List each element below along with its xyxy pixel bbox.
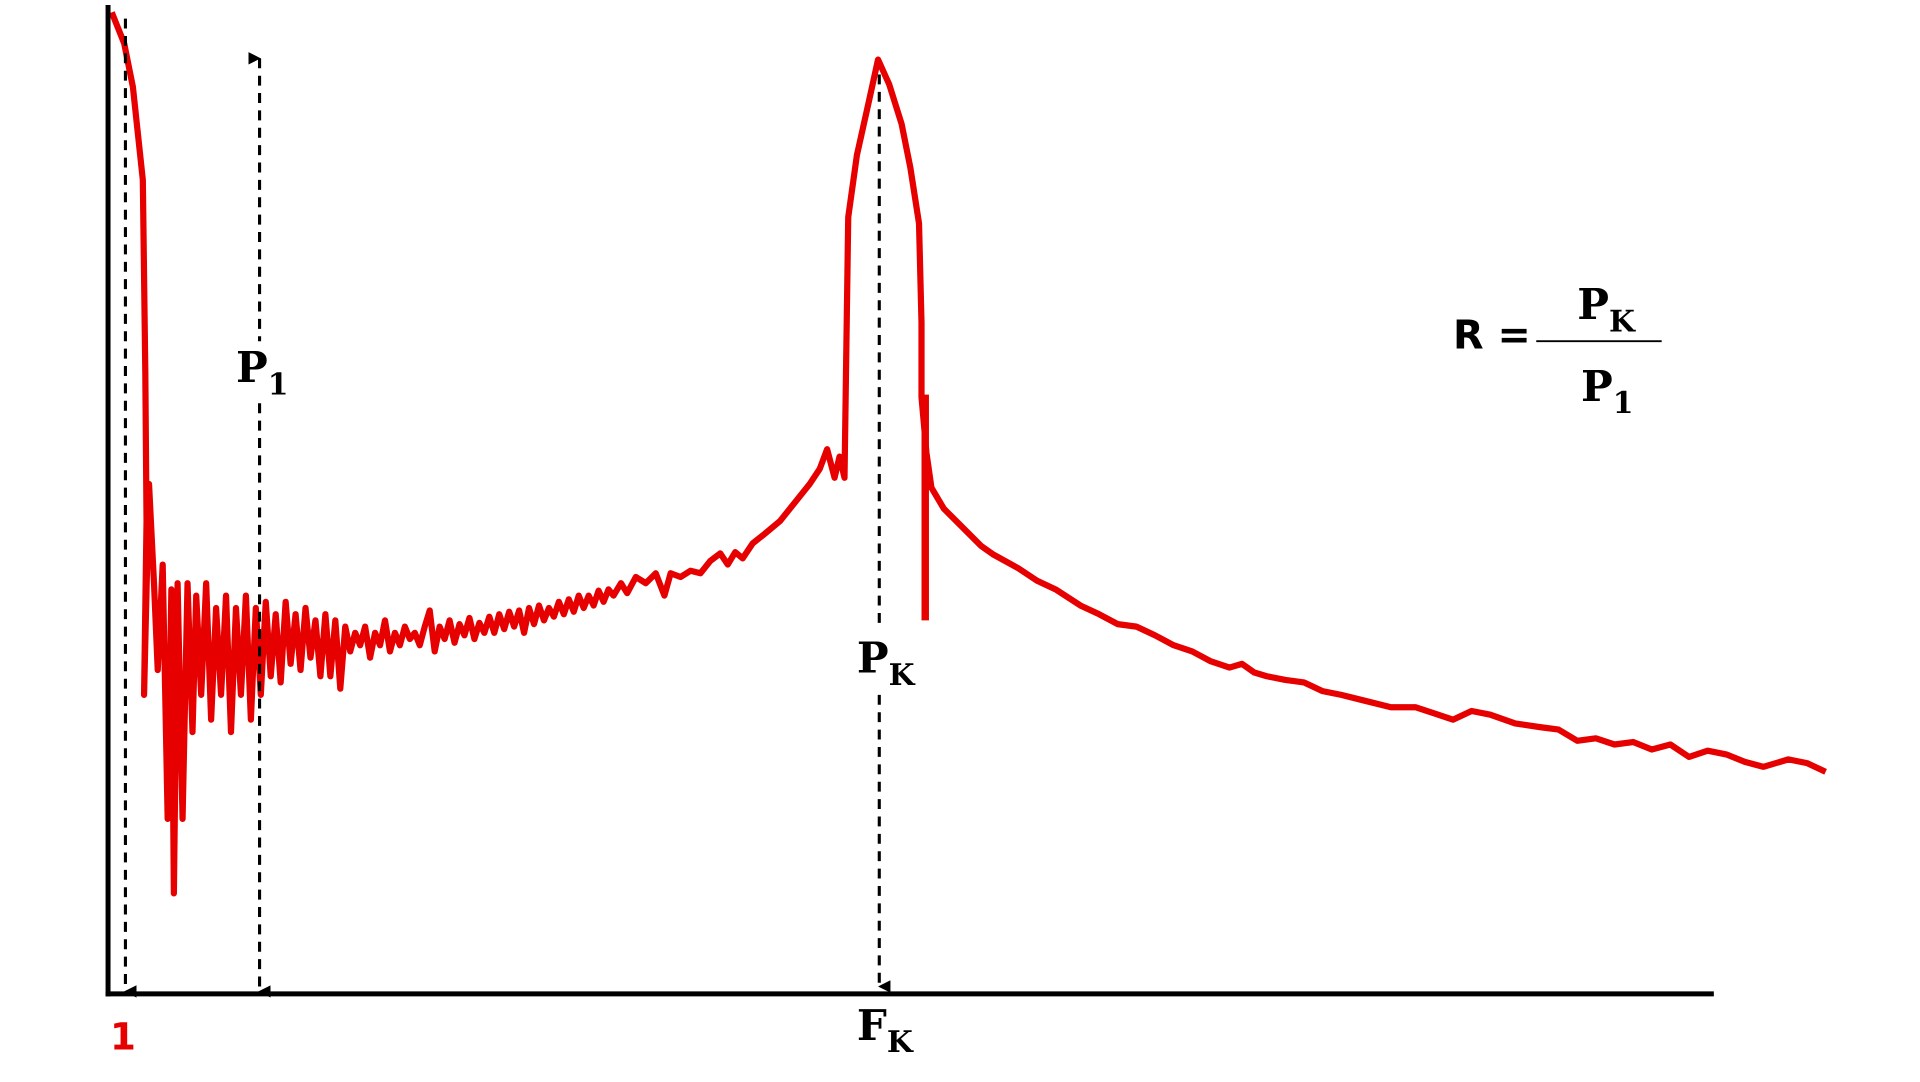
subscript: K — [887, 1025, 914, 1060]
p1-label: P1 — [236, 342, 288, 402]
formula-numerator: PK — [1577, 279, 1636, 339]
subscript: 1 — [268, 368, 289, 403]
letter: P — [1581, 361, 1613, 411]
subscript: K — [1609, 304, 1636, 339]
subscript: 1 — [1613, 386, 1634, 421]
fk-label: FK — [857, 1000, 914, 1060]
subscript: K — [889, 658, 916, 693]
pk-label: PK — [857, 633, 916, 693]
letter: P — [1577, 279, 1609, 329]
spectrum-curve — [108, 11, 1827, 897]
letter: P — [857, 633, 889, 683]
origin-label: 1 — [110, 1015, 136, 1059]
letter: P — [236, 342, 268, 392]
letter: F — [857, 1000, 887, 1050]
formula-denominator: P1 — [1581, 361, 1633, 421]
formula-lhs: R = — [1453, 313, 1531, 359]
